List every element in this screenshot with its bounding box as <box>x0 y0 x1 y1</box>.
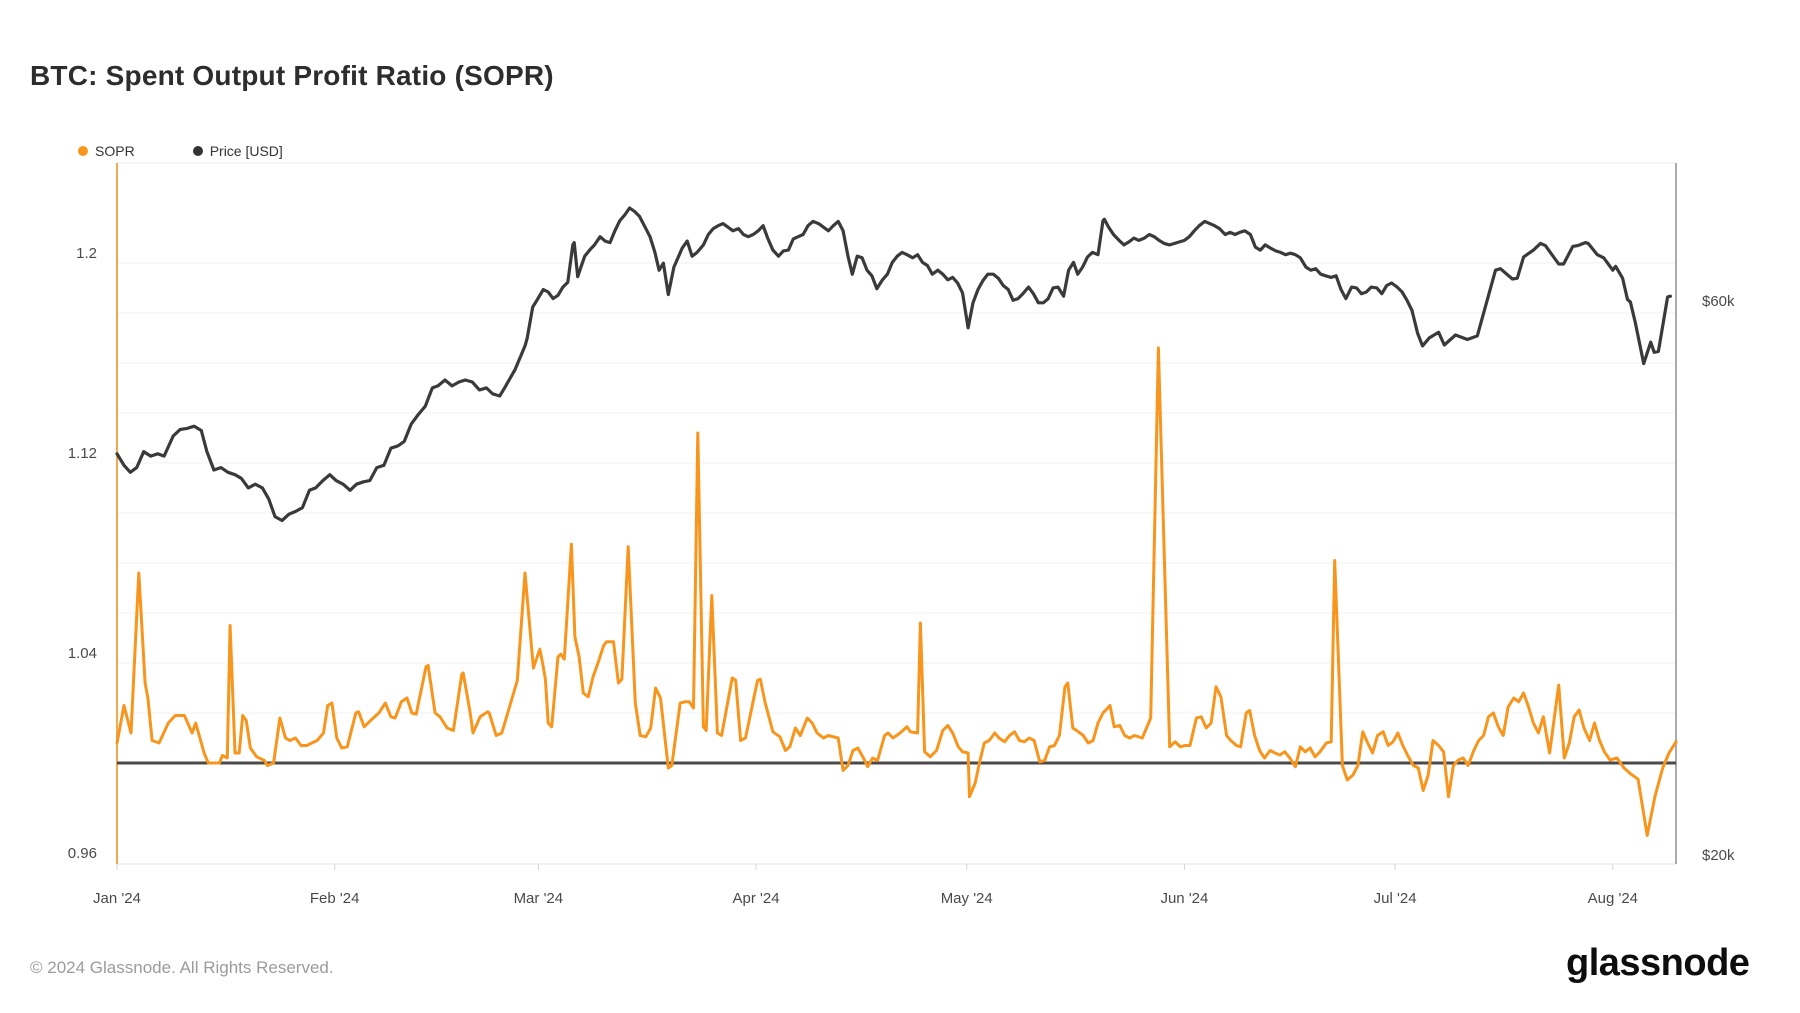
left-axis-tick-label: 1.2 <box>76 245 97 262</box>
right-axis-tick-label: $60k <box>1702 293 1735 310</box>
x-axis-month-label: Jul '24 <box>1373 890 1417 907</box>
sopr-series-dot-icon <box>78 146 88 156</box>
legend-label-sopr: SOPR <box>95 143 135 159</box>
copyright-text: © 2024 Glassnode. All Rights Reserved. <box>30 958 334 977</box>
x-axis-month-label: Aug '24 <box>1587 890 1638 907</box>
x-axis-month-label: Jun '24 <box>1160 890 1209 907</box>
price-line <box>115 206 1673 523</box>
x-axis-month-label: Feb '24 <box>309 890 360 907</box>
chart-legend: SOPR Price [USD] <box>78 143 283 159</box>
price-series-dot-icon <box>192 146 203 156</box>
right-axis-tick-label: $20k <box>1702 846 1735 864</box>
legend-label-price: Price [USD] <box>209 143 283 159</box>
left-axis-tick-label: 1.12 <box>67 445 97 462</box>
glassnode-logo: glassnode <box>1566 942 1750 984</box>
x-axis-month-label: Jan '24 <box>93 890 141 907</box>
left-axis-tick-label: 0.96 <box>67 845 97 862</box>
legend-item-sopr[interactable]: SOPR <box>78 143 135 159</box>
legend-item-price[interactable]: Price [USD] <box>192 143 283 159</box>
x-axis-month-label: Apr '24 <box>732 890 780 907</box>
page-title: BTC: Spent Output Profit Ratio (SOPR) <box>30 60 554 91</box>
sopr-line <box>115 346 1678 837</box>
x-axis-month-label: May '24 <box>940 890 993 907</box>
x-axis-month-label: Mar '24 <box>513 890 564 907</box>
left-axis-tick-label: 1.04 <box>67 645 97 662</box>
